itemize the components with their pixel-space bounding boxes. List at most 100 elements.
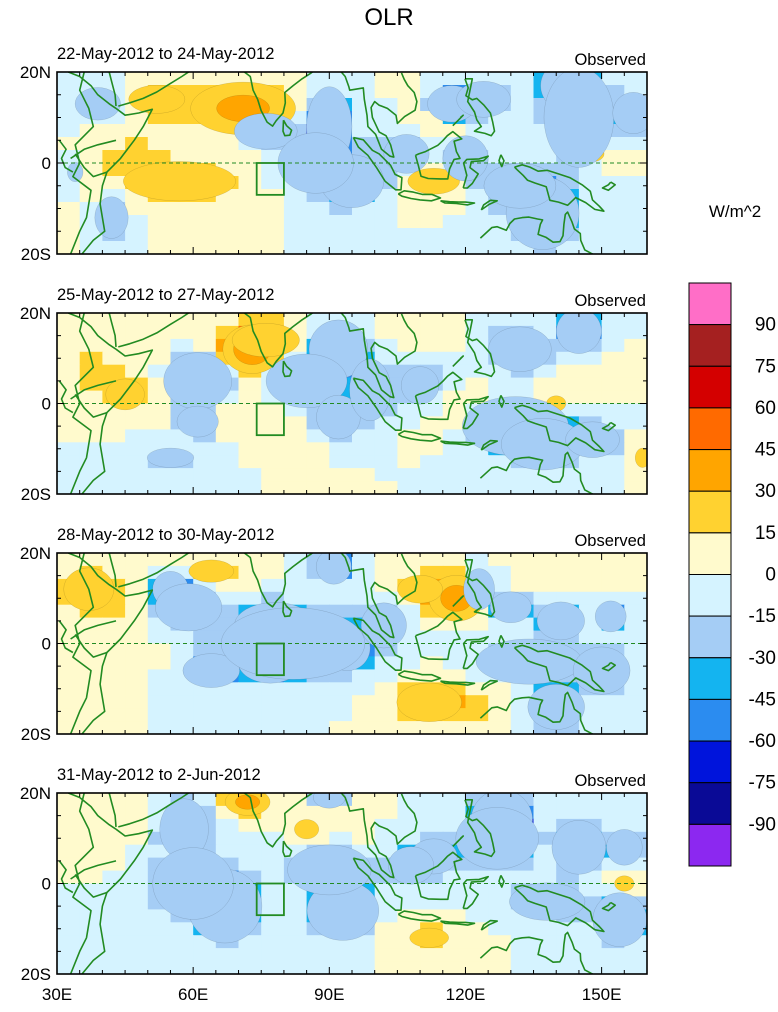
- olr-cell: [215, 429, 240, 443]
- olr-contour: [74, 87, 121, 121]
- olr-cell: [329, 468, 353, 482]
- olr-cell: [624, 72, 647, 86]
- colorbar-swatch: [688, 365, 732, 409]
- panel-label: Observed: [574, 772, 646, 790]
- olr-cell: [465, 909, 489, 923]
- olr-cell: [442, 553, 467, 567]
- olr-cell: [352, 695, 376, 709]
- colorbar-units: W/m^2: [709, 202, 761, 221]
- olr-cell: [601, 377, 625, 392]
- olr-cell: [442, 313, 467, 327]
- olr-cell: [601, 403, 625, 417]
- olr-cell: [578, 364, 603, 379]
- olr-cell: [329, 682, 353, 696]
- panel-period: 25-May-2012 to 27-May-2012: [57, 286, 274, 304]
- x-tick-label: 120E: [446, 985, 486, 1004]
- olr-cell: [193, 202, 217, 216]
- coastline: [118, 553, 190, 588]
- olr-cell: [79, 883, 103, 897]
- olr-cell: [147, 403, 172, 417]
- olr-cell: [442, 805, 467, 820]
- olr-cell: [215, 228, 240, 242]
- olr-cell: [125, 553, 149, 567]
- olr-cell: [170, 682, 194, 696]
- colorbar-label: -90: [749, 814, 776, 835]
- coastline: [340, 313, 418, 399]
- olr-contour: [612, 92, 647, 134]
- colorbar-swatch: [688, 740, 732, 784]
- olr-cell: [510, 922, 535, 936]
- olr-cell: [442, 870, 467, 885]
- olr-cell: [147, 325, 172, 340]
- olr-cell: [578, 202, 603, 216]
- olr-cell: [102, 338, 126, 353]
- olr-cell: [102, 643, 126, 657]
- olr-cell: [578, 935, 603, 949]
- olr-cell: [79, 416, 103, 430]
- olr-cell: [420, 124, 444, 138]
- olr-cell: [442, 72, 467, 86]
- olr-cell: [125, 150, 149, 164]
- olr-contour: [455, 807, 539, 870]
- olr-cell: [374, 721, 398, 734]
- olr-cell: [283, 695, 308, 709]
- olr-cell: [329, 669, 353, 683]
- olr-cell: [57, 553, 81, 567]
- olr-cell: [147, 948, 172, 962]
- coastline: [480, 679, 498, 691]
- olr-cell: [79, 390, 103, 405]
- colorbar-label: -60: [749, 731, 776, 752]
- olr-cell: [79, 364, 103, 379]
- olr-cell: [102, 883, 126, 897]
- olr-cell: [306, 468, 330, 482]
- olr-contour: [509, 882, 586, 921]
- olr-cell: [170, 935, 194, 949]
- olr-cell: [79, 403, 103, 417]
- olr-cell: [215, 416, 240, 430]
- olr-cell: [420, 325, 444, 340]
- olr-cell: [488, 72, 512, 86]
- olr-cell: [374, 591, 398, 606]
- olr-cell: [283, 241, 308, 254]
- olr-panel-1: 20N 0 20S 22-May-2012 to 24-May-2012 Observe…: [20, 45, 648, 264]
- olr-contour: [488, 326, 552, 372]
- olr-cell: [601, 805, 625, 820]
- coastlines: [58, 553, 616, 734]
- olr-cell: [238, 455, 262, 469]
- olr-cell: [238, 961, 262, 974]
- olr-cell: [215, 578, 240, 593]
- olr-contour: [456, 81, 511, 118]
- olr-cell: [397, 455, 421, 469]
- olr-cell: [125, 455, 149, 469]
- olr-cell: [125, 416, 149, 430]
- olr-cell: [397, 656, 421, 670]
- coastline: [397, 910, 442, 922]
- panel-label: Observed: [574, 532, 646, 550]
- olr-cell: [374, 241, 398, 254]
- olr-cell: [420, 72, 444, 86]
- olr-cell: [488, 481, 512, 494]
- olr-cell: [465, 215, 489, 229]
- olr-cell: [374, 215, 398, 229]
- olr-cell: [147, 111, 172, 125]
- colorbar-swatch: [688, 449, 732, 492]
- olr-cell: [261, 896, 285, 910]
- olr-cell: [102, 682, 126, 696]
- colorbar-swatch: [688, 282, 732, 326]
- olr-cell: [79, 922, 103, 936]
- olr-cell: [352, 818, 376, 833]
- olr-cell: [79, 870, 103, 885]
- coastline: [397, 190, 442, 202]
- olr-cell: [57, 442, 81, 456]
- olr-cell: [215, 137, 240, 151]
- olr-cell: [57, 935, 81, 949]
- olr-cell: [193, 948, 217, 962]
- olr-cell: [193, 708, 217, 722]
- olr-cell: [601, 189, 625, 203]
- olr-cell: [102, 163, 126, 177]
- olr-cell: [306, 202, 330, 216]
- olr-cell: [624, 189, 647, 203]
- olr-cell: [170, 481, 194, 494]
- olr-cell: [57, 124, 81, 138]
- olr-cell: [510, 468, 535, 482]
